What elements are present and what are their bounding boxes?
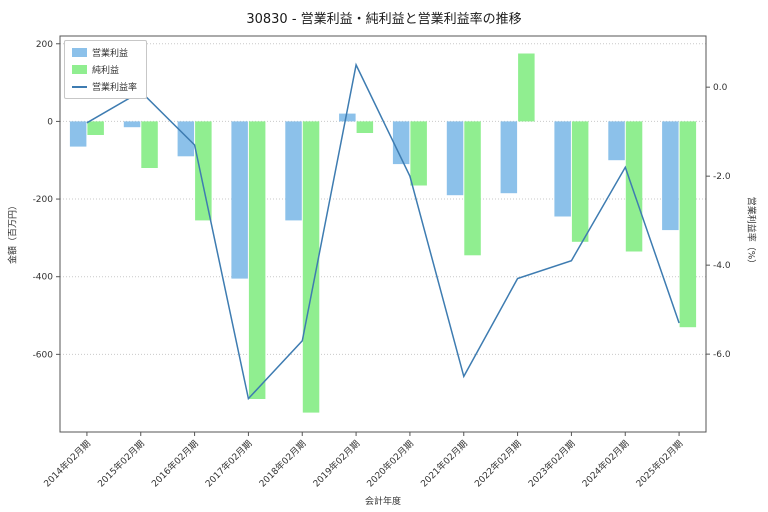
legend: 営業利益 純利益 営業利益率	[64, 40, 148, 99]
bar	[662, 121, 679, 231]
y-tick-label-right: -6.0	[713, 350, 731, 360]
bar	[339, 113, 356, 122]
operating-margin-line-swatch	[72, 85, 87, 88]
legend-item-net-profit: 純利益	[72, 63, 137, 76]
bar	[177, 121, 195, 157]
legend-label: 純利益	[92, 66, 120, 76]
x-tick-label: 2015年02月期	[95, 438, 147, 490]
y-axis-left-ticks: 200 0 -200 -400 -600	[33, 40, 60, 360]
bar	[410, 121, 427, 186]
gridlines	[60, 43, 706, 355]
x-tick-label: 2024年02月期	[579, 438, 631, 490]
bar	[571, 121, 589, 242]
bar	[285, 121, 302, 221]
x-tick-label: 2023年02月期	[526, 438, 578, 490]
x-tick-label: 2018年02月期	[256, 438, 308, 490]
bar	[500, 121, 518, 194]
bar	[679, 121, 697, 328]
operating-profit-swatch	[72, 48, 87, 57]
bar	[392, 121, 410, 165]
x-tick-label: 2014年02月期	[41, 438, 93, 490]
y-tick-label-left: 200	[36, 40, 53, 50]
y-tick-label-left: 0	[47, 117, 53, 127]
legend-label: 営業利益	[92, 49, 129, 59]
y-tick-label-right: -2.0	[713, 172, 731, 182]
x-tick-label: 2021年02月期	[418, 438, 470, 490]
y-tick-label-left: -200	[33, 195, 54, 205]
chart-title: 30830 - 営業利益・純利益と営業利益率の推移	[246, 12, 522, 27]
bar	[248, 121, 266, 400]
x-tick-label: 2019年02月期	[310, 438, 362, 490]
y-axis-label-right: 営業利益率（%）	[745, 196, 756, 269]
y-tick-label-left: -400	[33, 273, 54, 283]
bar	[195, 121, 212, 221]
x-axis-ticks: 2014年02月期 2015年02月期 2016年02月期 2017年02月期 2018…	[41, 432, 685, 490]
bar	[69, 121, 87, 147]
bar	[302, 121, 320, 413]
y-tick-label-right: 0.0	[713, 83, 728, 93]
y-axis-right-ticks: 0.0 -2.0 -4.0 -6.0	[706, 83, 731, 360]
x-tick-label: 2017年02月期	[203, 438, 255, 490]
y-axis-label-left: 金額（百万円）	[8, 201, 19, 265]
operating-margin-line	[86, 62, 680, 401]
bar	[87, 121, 104, 135]
y-tick-label-left: -600	[33, 350, 54, 360]
x-tick-label: 2025年02月期	[633, 438, 685, 490]
x-axis-label: 会計年度	[364, 497, 401, 507]
bar-series-営業利益	[69, 113, 679, 279]
plot-border	[59, 35, 707, 433]
net-profit-swatch	[72, 65, 87, 74]
x-tick-label: 2022年02月期	[472, 438, 524, 490]
bar	[356, 121, 374, 133]
bar	[231, 121, 248, 279]
x-tick-label: 2016年02月期	[149, 438, 201, 490]
bar	[554, 121, 571, 217]
x-tick-label: 2020年02月期	[364, 438, 416, 490]
bar	[625, 121, 643, 252]
bar	[123, 121, 141, 128]
bar-series-純利益	[87, 53, 697, 413]
bar	[141, 121, 158, 168]
y-tick-label-right: -4.0	[713, 261, 731, 271]
legend-item-operating-profit: 営業利益	[72, 46, 137, 59]
bar	[608, 121, 625, 161]
bar	[464, 121, 481, 256]
bar	[518, 53, 535, 122]
legend-item-operating-margin: 営業利益率	[72, 80, 137, 93]
bar	[446, 121, 464, 196]
legend-label: 営業利益率	[92, 83, 138, 93]
